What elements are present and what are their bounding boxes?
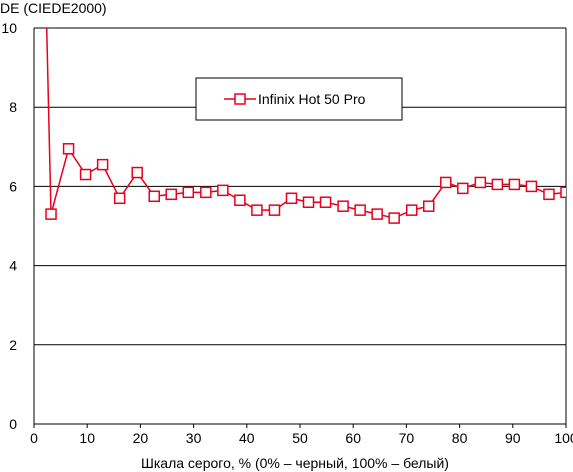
- x-tick-label-60: 60: [345, 430, 361, 446]
- data-point-marker: [337, 200, 349, 212]
- data-point-marker: [131, 166, 143, 179]
- gridlines: [34, 27, 566, 346]
- y-tick-label-0: 0: [9, 416, 17, 432]
- data-point-marker: [182, 186, 195, 199]
- x-tick-labels: 0 10 20 30 40 50 60 70 80 90 100: [30, 430, 573, 446]
- data-point-marker: [457, 182, 469, 195]
- data-point-marker: [113, 192, 126, 205]
- data-point-marker: [543, 188, 555, 201]
- data-point-marker: [491, 178, 504, 191]
- y-tick-label-10: 10: [1, 20, 17, 36]
- series-layer: [45, 28, 566, 224]
- data-point-marker: [268, 204, 281, 216]
- data-point-marker: [508, 178, 521, 191]
- x-tick-label-10: 10: [79, 430, 95, 446]
- x-tick-label-90: 90: [505, 430, 521, 446]
- data-point-marker: [474, 176, 487, 189]
- x-tick-label-20: 20: [133, 430, 149, 446]
- data-point-marker: [251, 204, 263, 216]
- y-tick-label-4: 4: [9, 258, 17, 274]
- y-tick-label-2: 2: [9, 337, 17, 353]
- data-point-marker: [285, 192, 298, 205]
- data-point-marker: [200, 186, 212, 199]
- data-point-marker: [422, 200, 435, 212]
- x-tick-label-30: 30: [186, 430, 202, 446]
- data-point-marker: [45, 208, 57, 220]
- axes: [33, 28, 567, 428]
- legend: Infinix Hot 50 Pro: [195, 77, 403, 121]
- data-point-marker: [371, 208, 383, 220]
- data-point-marker: [354, 204, 366, 216]
- x-tick-label-100: 100: [554, 430, 573, 446]
- x-tick-label-40: 40: [239, 430, 255, 446]
- x-tick-label-0: 0: [30, 430, 38, 446]
- data-point-marker: [217, 184, 229, 197]
- legend-label: Infinix Hot 50 Pro: [258, 91, 366, 107]
- data-point-marker: [234, 194, 246, 207]
- data-point-marker: [440, 176, 452, 189]
- data-point-marker: [79, 168, 92, 181]
- data-point-marker: [388, 212, 400, 224]
- x-tick-label-70: 70: [399, 430, 415, 446]
- data-point-marker: [405, 204, 418, 216]
- data-point-marker: [302, 196, 315, 208]
- data-point-marker: [165, 188, 178, 201]
- data-point-marker: [62, 143, 75, 155]
- y-tick-label-8: 8: [9, 99, 17, 115]
- plot-area: [45, 28, 566, 224]
- data-point-marker: [319, 196, 332, 208]
- y-tick-label-6: 6: [9, 178, 17, 194]
- data-point-marker: [96, 158, 109, 171]
- y-axis-title: DE (CIEDE2000): [0, 0, 107, 16]
- x-tick-label-50: 50: [292, 430, 308, 446]
- legend-marker-swatch: [234, 93, 246, 105]
- x-tick-label-80: 80: [452, 430, 468, 446]
- x-axis-title: Шкала серого, % (0% – черный, 100% – бел…: [141, 455, 449, 471]
- y-tick-labels: 0 2 4 6 8 10: [1, 20, 17, 432]
- data-point-marker: [148, 190, 160, 203]
- data-point-marker: [525, 180, 538, 193]
- data-point-marker: [560, 186, 566, 199]
